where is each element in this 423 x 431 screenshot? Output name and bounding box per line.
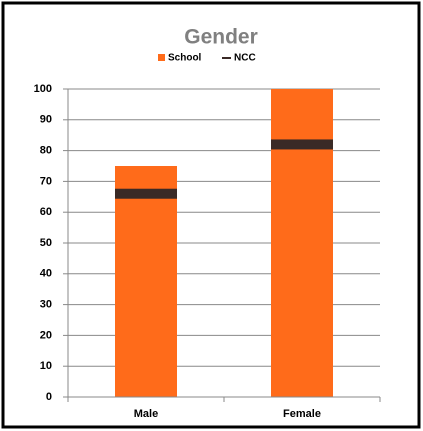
y-tick-label: 50: [40, 237, 52, 249]
y-tick-label: 30: [40, 299, 52, 311]
y-tick-label: 100: [34, 83, 52, 95]
y-tick-label: 10: [40, 360, 52, 372]
legend-swatch: [158, 54, 165, 61]
y-tick-label: 70: [40, 175, 52, 187]
legend-label: NCC: [234, 53, 256, 64]
x-tick-label: Male: [134, 408, 158, 420]
marker: [271, 139, 333, 150]
y-tick-label: 0: [46, 391, 52, 403]
bar: [271, 89, 333, 397]
marker: [115, 188, 177, 199]
y-tick-label: 40: [40, 268, 52, 280]
y-tick-label: 60: [40, 206, 52, 218]
bar: [115, 166, 177, 397]
x-tick-label: Female: [283, 408, 321, 420]
y-tick-label: 20: [40, 329, 52, 341]
legend-label: School: [168, 53, 202, 64]
y-tick-label: 90: [40, 114, 52, 126]
y-tick-label: 80: [40, 145, 52, 157]
chart-title: Gender: [184, 26, 258, 49]
